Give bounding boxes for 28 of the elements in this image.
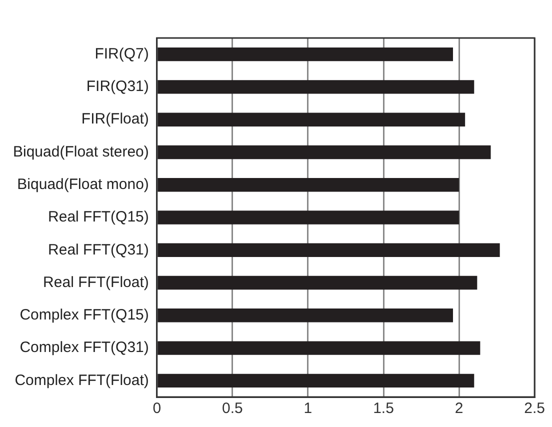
y-tick-label: Complex FFT(Q15) bbox=[20, 306, 149, 324]
y-tick-label: FIR(Q7) bbox=[94, 45, 149, 62]
bar bbox=[158, 210, 460, 224]
x-tick-label: 2 bbox=[454, 400, 464, 418]
y-tick-label: FIR(Float) bbox=[81, 110, 149, 128]
y-tick-label: Real FFT(Q15) bbox=[48, 208, 149, 226]
y-tick-label: Complex FFT(Float) bbox=[14, 372, 149, 389]
bar bbox=[158, 374, 474, 388]
x-tick-label: 1 bbox=[304, 400, 312, 418]
bar bbox=[158, 47, 453, 62]
bar bbox=[158, 145, 491, 160]
y-tick-label: Biquad(Float stereo) bbox=[12, 143, 149, 160]
bar bbox=[158, 308, 453, 322]
bar bbox=[158, 112, 466, 126]
y-tick-label: FIR(Q31) bbox=[86, 78, 149, 96]
bar bbox=[158, 276, 478, 290]
x-tick-label: 1.5 bbox=[373, 400, 394, 418]
x-tick-label: 2.5 bbox=[524, 400, 546, 418]
x-tick-label: 0 bbox=[152, 400, 162, 418]
bar bbox=[158, 80, 474, 94]
y-tick-label: Real FFT(Q31) bbox=[48, 241, 149, 258]
bar bbox=[158, 243, 500, 257]
x-tick-label: 0.5 bbox=[222, 400, 243, 418]
bar bbox=[158, 178, 460, 192]
y-tick-label: Real FFT(Float) bbox=[43, 274, 149, 291]
y-tick-label: Biquad(Float mono) bbox=[17, 176, 149, 194]
y-tick-label: Complex FFT(Q31) bbox=[20, 339, 149, 356]
bar bbox=[158, 341, 480, 355]
